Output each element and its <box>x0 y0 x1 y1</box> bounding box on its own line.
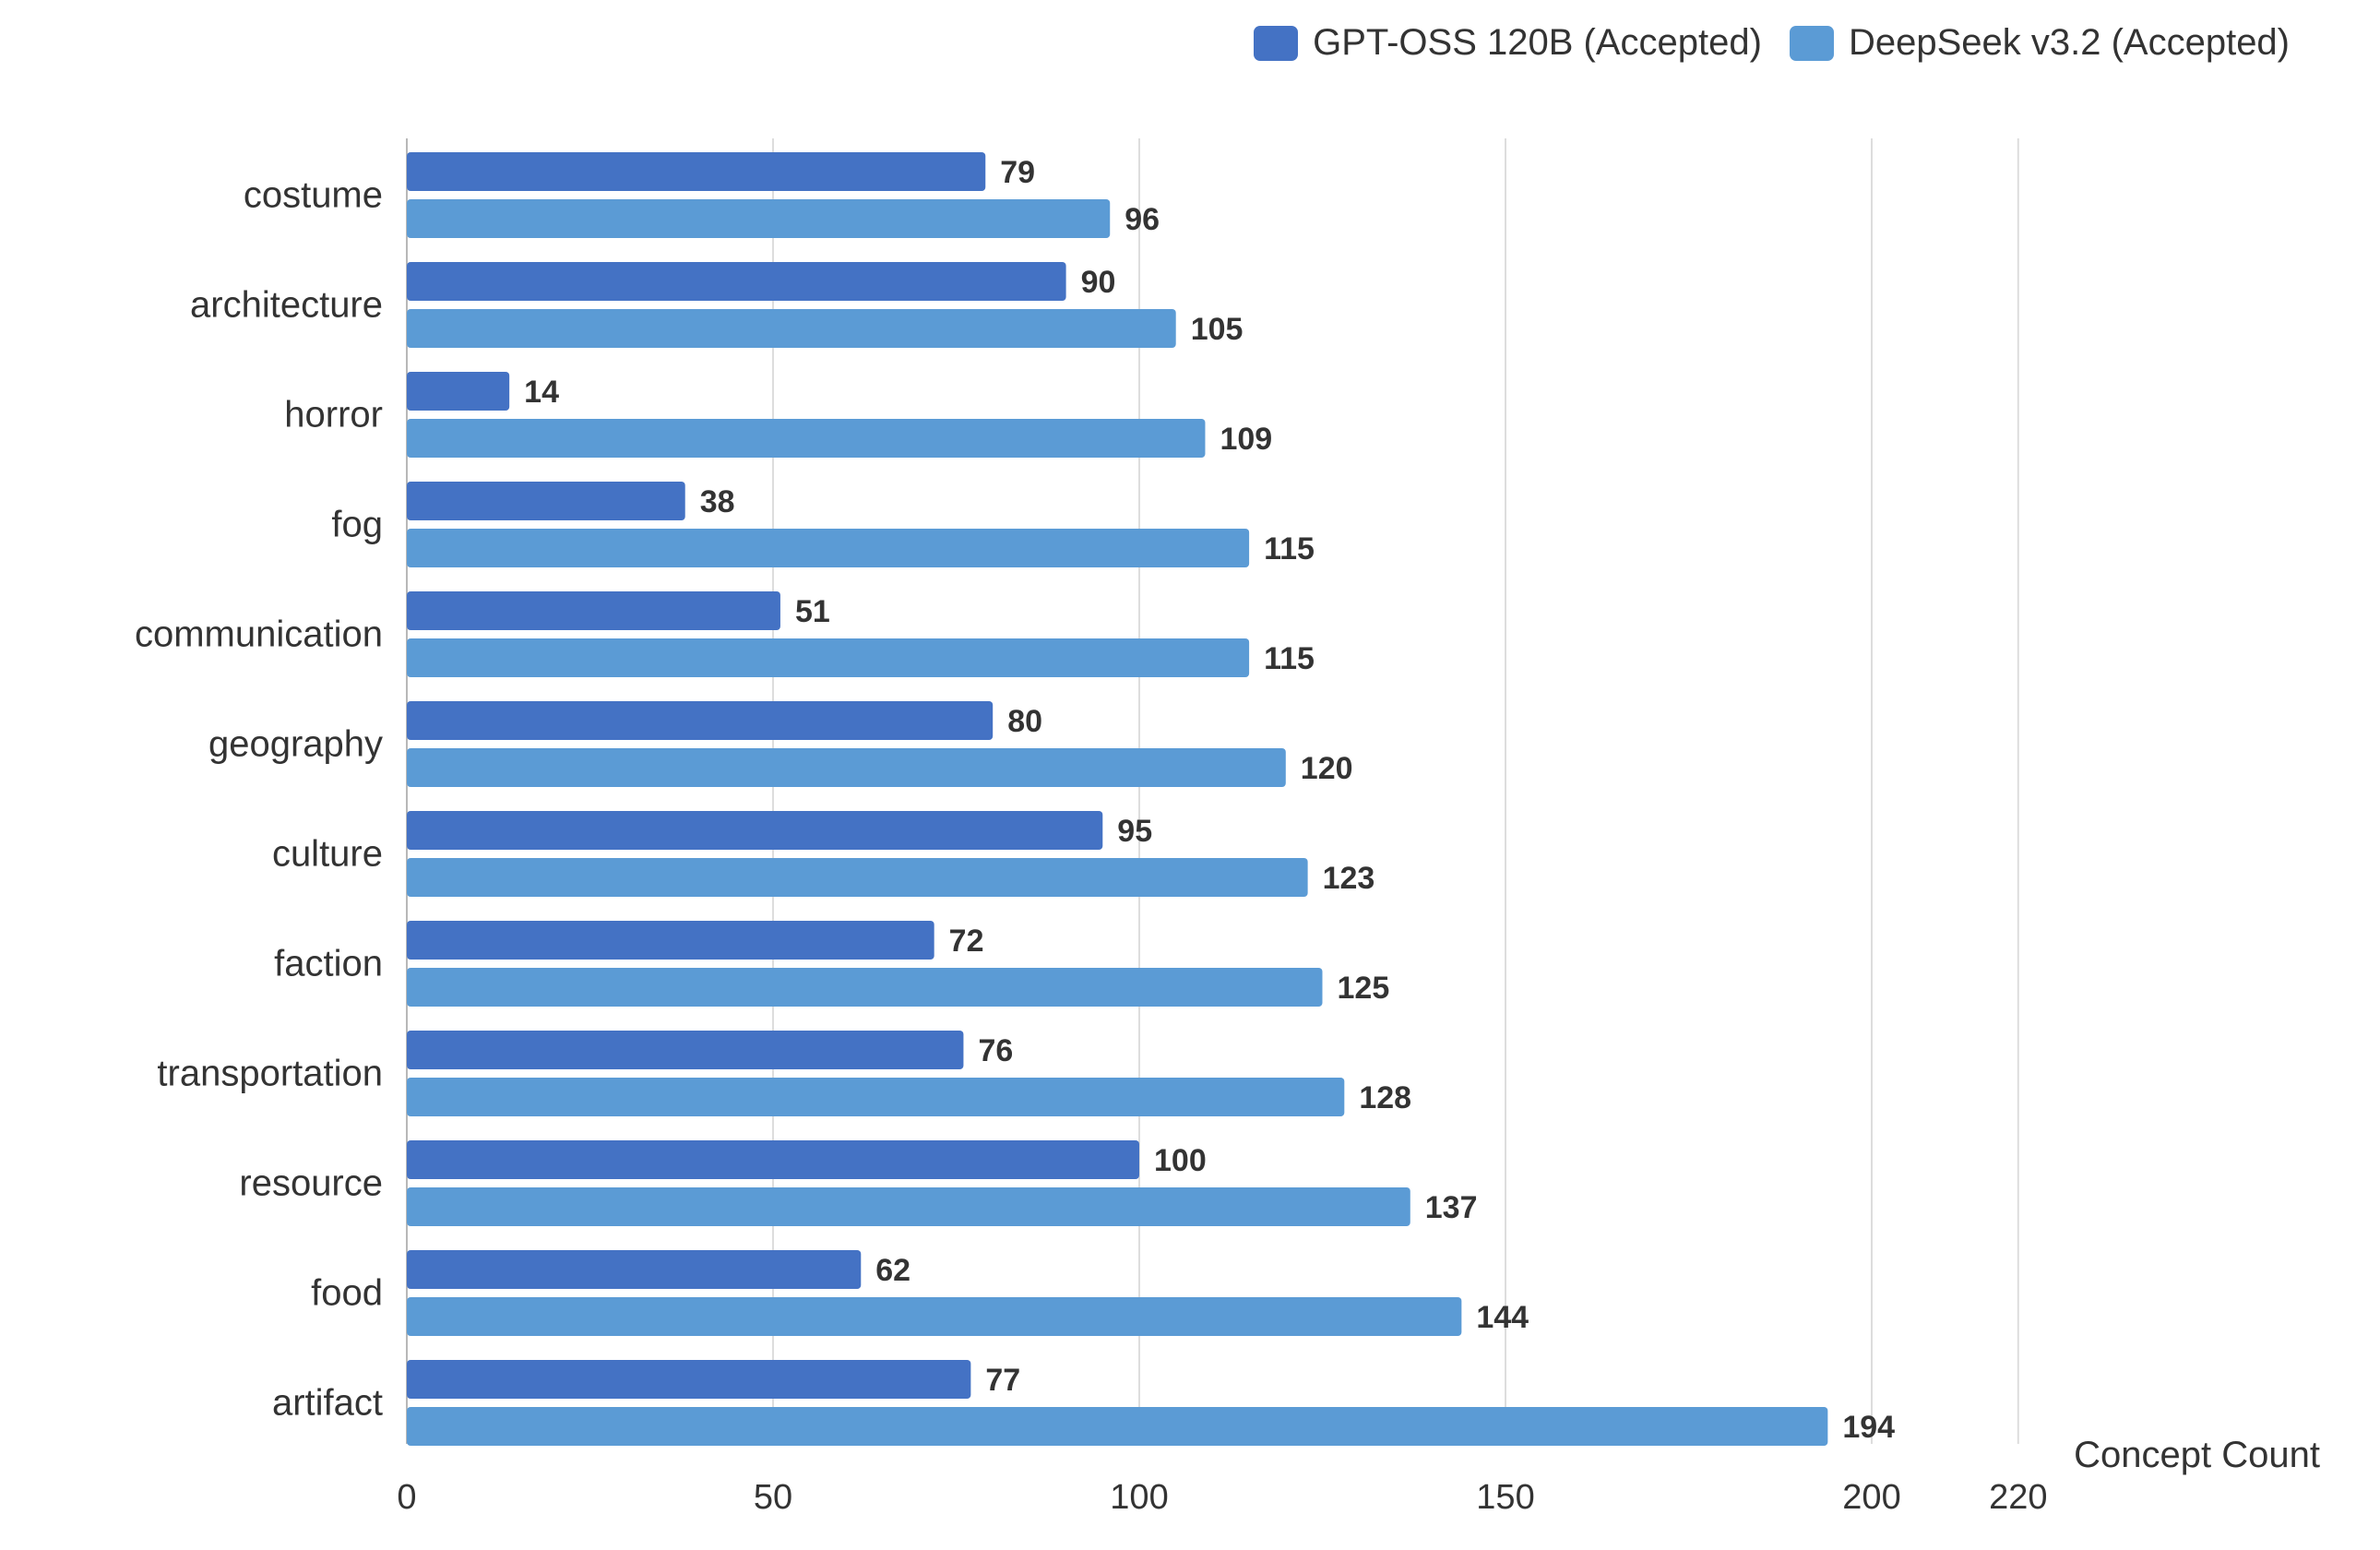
category-label-geography: geography <box>208 724 383 765</box>
legend-label-deepseek: DeepSeek v3.2 (Accepted) <box>1848 22 2290 63</box>
legend-item-gpt-oss[interactable]: GPT-OSS 120B (Accepted) <box>1254 22 1762 64</box>
bar-horror-series-1[interactable] <box>407 372 510 411</box>
value-label-horror-series-2: 109 <box>1220 422 1272 457</box>
bar-architecture-series-2[interactable] <box>407 309 1176 348</box>
labels: 0 50 100 150 200 220 costume 79 96 architecture 90… <box>135 155 2048 1517</box>
gridlines <box>406 138 2019 1444</box>
value-label-costume-series-1: 79 <box>1000 155 1035 190</box>
value-label-horror-series-1: 14 <box>524 375 559 410</box>
category-label-communication: communication <box>135 614 383 655</box>
bar-culture-series-1[interactable] <box>407 811 1103 850</box>
value-label-faction-series-1: 72 <box>949 924 984 959</box>
bar-communication-series-1[interactable] <box>407 591 780 630</box>
bar-resource-series-2[interactable] <box>407 1187 1410 1226</box>
x-tick-label-150: 150 <box>1476 1478 1534 1517</box>
value-label-resource-series-1: 100 <box>1154 1143 1207 1178</box>
category-label-culture: culture <box>272 834 383 875</box>
category-label-architecture: architecture <box>190 285 383 326</box>
bar-faction-series-2[interactable] <box>407 968 1323 1007</box>
value-label-geography-series-2: 120 <box>1301 751 1353 786</box>
x-tick-label-220: 220 <box>1989 1478 2047 1517</box>
bar-communication-series-2[interactable] <box>407 638 1250 677</box>
bar-horror-series-2[interactable] <box>407 419 1206 458</box>
bar-faction-series-1[interactable] <box>407 921 934 960</box>
bar-fog-series-2[interactable] <box>407 529 1250 567</box>
bar-artifact-series-1[interactable] <box>407 1360 971 1399</box>
x-tick-label-200: 200 <box>1842 1478 1900 1517</box>
category-label-artifact: artifact <box>272 1383 383 1424</box>
bars <box>407 152 1828 1446</box>
category-label-faction: faction <box>274 944 383 984</box>
bar-transportation-series-1[interactable] <box>407 1031 964 1069</box>
bar-costume-series-2[interactable] <box>407 199 1111 238</box>
value-label-costume-series-2: 96 <box>1125 202 1160 237</box>
category-label-fog: fog <box>331 505 383 545</box>
bar-culture-series-2[interactable] <box>407 858 1308 897</box>
value-label-communication-series-2: 115 <box>1264 641 1315 676</box>
x-tick-label-50: 50 <box>754 1478 792 1517</box>
value-label-food-series-1: 62 <box>875 1253 910 1288</box>
value-label-communication-series-1: 51 <box>795 594 830 629</box>
x-tick-label-100: 100 <box>1110 1478 1168 1517</box>
legend-label-gpt-oss: GPT-OSS 120B (Accepted) <box>1313 22 1762 63</box>
category-label-resource: resource <box>239 1163 383 1204</box>
category-label-costume: costume <box>244 175 383 216</box>
value-label-transportation-series-1: 76 <box>978 1033 1013 1068</box>
value-label-architecture-series-2: 105 <box>1191 312 1244 347</box>
category-label-food: food <box>311 1273 383 1314</box>
bar-transportation-series-2[interactable] <box>407 1078 1345 1116</box>
bar-fog-series-1[interactable] <box>407 482 685 520</box>
bar-resource-series-1[interactable] <box>407 1140 1139 1179</box>
value-label-fog-series-2: 115 <box>1264 531 1315 566</box>
category-label-horror: horror <box>284 395 383 435</box>
value-label-artifact-series-2: 194 <box>1842 1410 1895 1445</box>
bar-geography-series-1[interactable] <box>407 701 994 740</box>
value-label-geography-series-1: 80 <box>1007 704 1042 739</box>
value-label-faction-series-2: 125 <box>1338 971 1390 1006</box>
legend-swatch-deepseek <box>1789 25 1834 61</box>
legend: GPT-OSS 120B (Accepted) DeepSeek v3.2 (A… <box>1254 22 2290 64</box>
legend-swatch-gpt-oss <box>1254 25 1299 61</box>
value-label-fog-series-1: 38 <box>700 484 735 519</box>
value-label-artifact-series-1: 77 <box>985 1363 1020 1398</box>
bar-food-series-1[interactable] <box>407 1250 862 1289</box>
value-label-food-series-2: 144 <box>1476 1300 1529 1335</box>
value-label-transportation-series-2: 128 <box>1359 1080 1411 1115</box>
legend-item-deepseek[interactable]: DeepSeek v3.2 (Accepted) <box>1789 22 2290 64</box>
bar-architecture-series-1[interactable] <box>407 262 1066 301</box>
x-axis-title: Concept Count <box>2074 1435 2320 1475</box>
bar-food-series-2[interactable] <box>407 1297 1462 1336</box>
value-label-culture-series-2: 123 <box>1323 861 1375 896</box>
bar-geography-series-2[interactable] <box>407 748 1286 787</box>
bar-costume-series-1[interactable] <box>407 152 986 191</box>
value-label-architecture-series-1: 90 <box>1081 265 1116 300</box>
value-label-culture-series-1: 95 <box>1117 814 1152 849</box>
category-label-transportation: transportation <box>157 1054 383 1094</box>
bar-artifact-series-2[interactable] <box>407 1407 1828 1446</box>
x-tick-label-0: 0 <box>397 1478 416 1517</box>
value-label-resource-series-2: 137 <box>1425 1190 1478 1225</box>
